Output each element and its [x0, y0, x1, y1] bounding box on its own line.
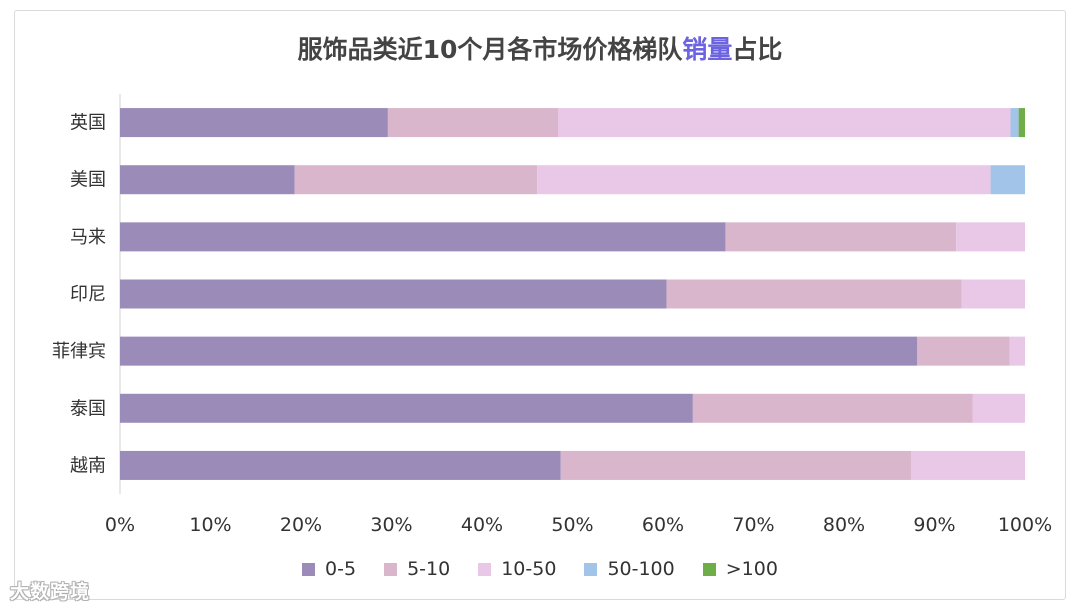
bar-segment: [120, 336, 918, 366]
legend-swatch: [478, 562, 492, 576]
bar-segment: [558, 108, 1011, 138]
y-tick-label: 美国: [70, 170, 106, 191]
bar-segment: [120, 165, 295, 195]
bar-segment: [725, 222, 957, 252]
x-tick-label: 20%: [280, 514, 322, 536]
legend-swatch: [584, 562, 598, 576]
y-tick-label: 菲律宾: [52, 341, 106, 362]
bar-segment: [666, 279, 962, 309]
bar-segment: [1018, 108, 1025, 138]
watermark: 大数跨境: [10, 577, 90, 604]
y-tick-label: 越南: [70, 455, 106, 476]
legend-label: 0-5: [325, 558, 357, 580]
x-tick-label: 90%: [913, 514, 955, 536]
title-highlight: 销量: [682, 35, 733, 64]
bar-segment: [120, 222, 726, 252]
bar-segment: [972, 393, 1025, 423]
bar-segment: [961, 279, 1025, 309]
y-tick-label: 马来: [70, 227, 106, 248]
bar-segment: [294, 165, 538, 195]
legend-label: 50-100: [607, 558, 675, 580]
x-tick-label: 40%: [461, 514, 503, 536]
bar-segment: [387, 108, 559, 138]
x-tick-label: 50%: [551, 514, 593, 536]
legend-item: 10-50: [478, 558, 556, 580]
x-tick-label: 80%: [823, 514, 865, 536]
chart-title: 服饰品类近10个月各市场价格梯队销量占比: [0, 30, 1080, 66]
bar-segment: [537, 165, 991, 195]
legend-label: 5-10: [407, 558, 451, 580]
bar-segment: [910, 450, 1025, 480]
x-tick-label: 10%: [189, 514, 231, 536]
bar-segment: [1009, 336, 1025, 366]
y-tick-label: 英国: [70, 113, 106, 134]
x-tick-label: 30%: [370, 514, 412, 536]
bar-segment: [120, 450, 561, 480]
x-tick-label: 60%: [642, 514, 684, 536]
title-prefix: 服饰品类近10个月各市场价格梯队: [297, 35, 683, 64]
title-suffix: 占比: [732, 35, 783, 64]
bar-segment: [120, 393, 693, 423]
legend-item: >100: [702, 558, 778, 580]
legend-swatch: [384, 562, 398, 576]
bar-segment: [990, 165, 1025, 195]
x-tick-label: 70%: [732, 514, 774, 536]
legend-swatch: [702, 562, 716, 576]
bar-segment: [917, 336, 1010, 366]
legend-swatch: [302, 562, 316, 576]
watermark-text: 大数跨境: [10, 581, 91, 603]
bar-segment: [956, 222, 1025, 252]
chart-legend: 0-5 5-10 10-50 50-100 >100: [0, 558, 1080, 581]
chart-frame: [14, 10, 1066, 600]
x-tick-label: 100%: [998, 514, 1052, 536]
x-tick-label: 0%: [105, 514, 135, 536]
legend-label: >100: [725, 558, 778, 580]
y-tick-label: 泰国: [70, 398, 106, 419]
bar-segment: [120, 108, 388, 138]
bar-segment: [692, 393, 973, 423]
legend-item: 0-5: [302, 558, 356, 580]
legend-item: 5-10: [384, 558, 450, 580]
legend-label: 10-50: [501, 558, 557, 580]
y-tick-label: 印尼: [70, 284, 106, 305]
bar-segment: [1010, 108, 1019, 138]
bar-segment: [560, 450, 911, 480]
legend-item: 50-100: [584, 558, 675, 580]
bar-segment: [120, 279, 667, 309]
